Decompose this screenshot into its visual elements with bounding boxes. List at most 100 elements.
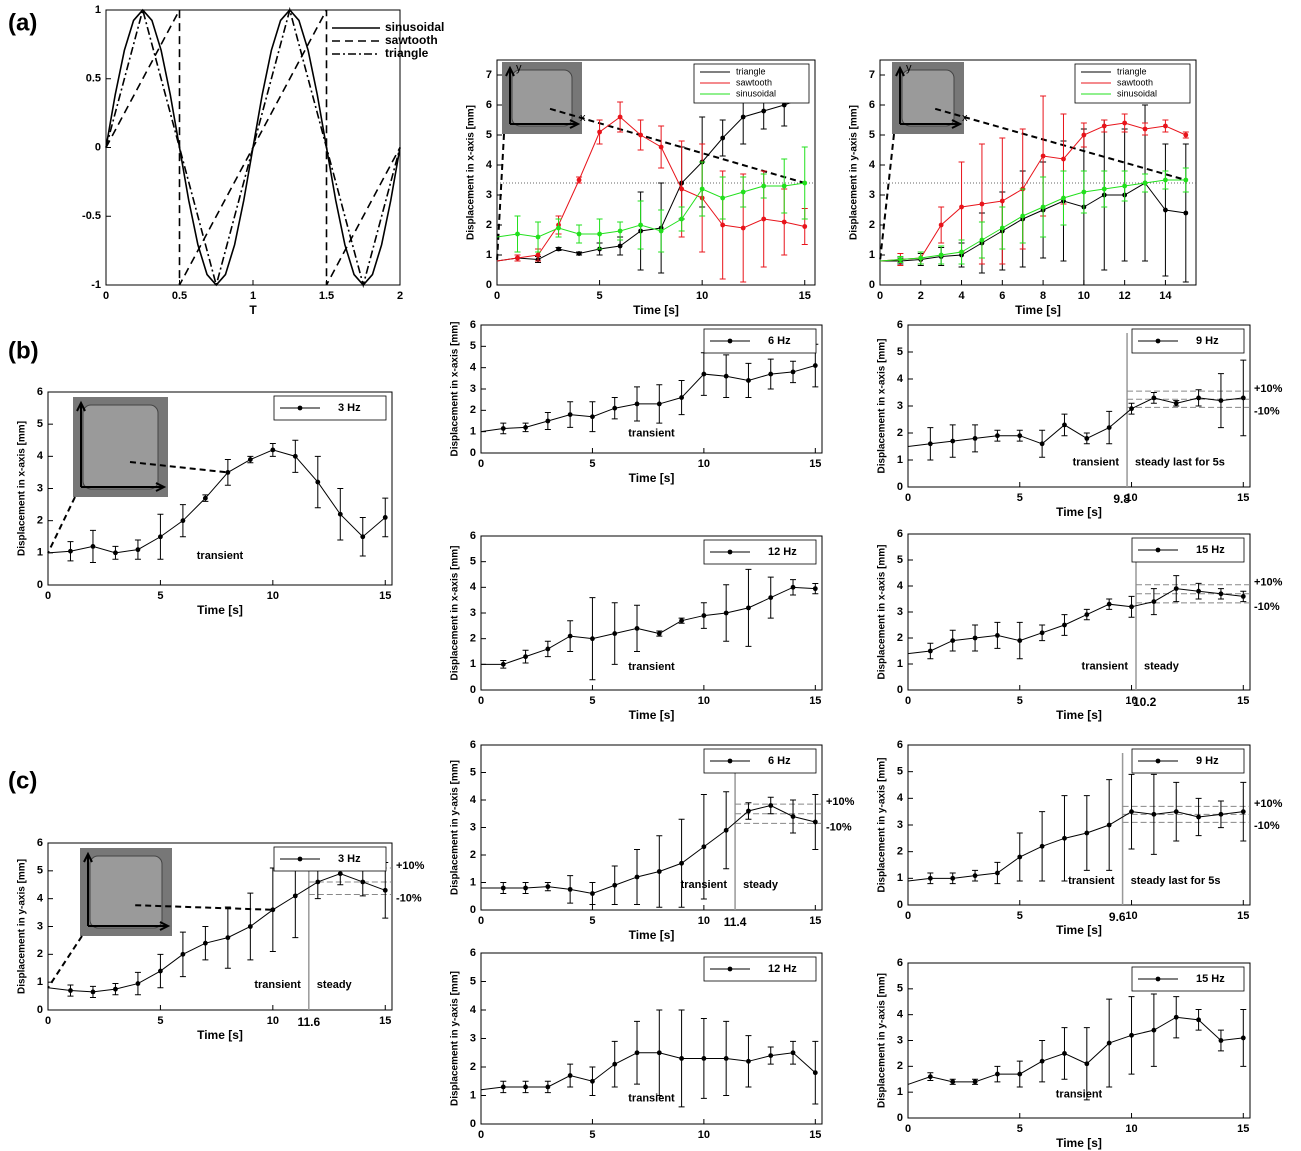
marker bbox=[724, 828, 729, 833]
marker bbox=[1219, 398, 1224, 403]
marker bbox=[1183, 211, 1188, 216]
band-label: +10% bbox=[1254, 798, 1283, 810]
marker bbox=[501, 426, 506, 431]
inset-pointer bbox=[550, 109, 805, 183]
y-tick-label: 4 bbox=[470, 794, 477, 806]
marker bbox=[536, 253, 541, 258]
x-axis-label: Time [s] bbox=[629, 928, 675, 942]
x-tick-label: 10 bbox=[1125, 1123, 1137, 1135]
marker bbox=[568, 887, 573, 892]
marker bbox=[802, 224, 807, 229]
marker bbox=[928, 649, 933, 654]
marker bbox=[1241, 396, 1246, 401]
marker bbox=[1122, 184, 1127, 189]
annotation: transient bbox=[1082, 661, 1129, 673]
transition-label: 11.4 bbox=[724, 915, 747, 929]
marker bbox=[360, 534, 365, 539]
marker bbox=[568, 412, 573, 417]
y-tick-label: 4 bbox=[37, 893, 44, 905]
marker bbox=[1041, 205, 1046, 210]
legend-label: 3 Hz bbox=[338, 853, 361, 865]
y-tick-label: 6 bbox=[37, 386, 43, 398]
band-label: +10% bbox=[396, 860, 425, 872]
series-line bbox=[481, 587, 815, 664]
x-tick-label: 0 bbox=[478, 458, 484, 470]
marker bbox=[768, 372, 773, 377]
annotation: transient bbox=[1068, 875, 1115, 887]
y-tick-label: 1 bbox=[486, 249, 492, 261]
inset-pointer bbox=[880, 134, 894, 261]
marker bbox=[270, 907, 275, 912]
series-line bbox=[908, 398, 1243, 447]
inset-object bbox=[512, 70, 572, 126]
x-tick-label: 1 bbox=[250, 290, 256, 302]
marker bbox=[536, 235, 541, 240]
y-tick-label: 5 bbox=[37, 418, 43, 430]
marker bbox=[315, 480, 320, 485]
y-tick-label: 1 bbox=[470, 658, 476, 670]
x-tick-label: 15 bbox=[1237, 910, 1249, 922]
marker bbox=[1040, 441, 1045, 446]
marker bbox=[577, 232, 582, 237]
x-tick-label: 0 bbox=[478, 915, 484, 927]
x-tick-label: 10 bbox=[698, 1129, 710, 1141]
y-tick-label: 0 bbox=[470, 684, 476, 696]
y-tick-label: 2 bbox=[897, 846, 903, 858]
marker bbox=[1061, 196, 1066, 201]
y-tick-label: 4 bbox=[897, 1009, 904, 1021]
legend-label: triangle bbox=[385, 46, 429, 60]
y-tick-label: 7 bbox=[869, 69, 875, 81]
x-axis-label: T bbox=[249, 303, 257, 317]
y-tick-label: 1 bbox=[470, 1089, 476, 1101]
marker bbox=[203, 496, 208, 501]
inset-object bbox=[902, 70, 954, 126]
legend-marker bbox=[298, 857, 303, 862]
series-line bbox=[908, 812, 1243, 881]
marker bbox=[973, 873, 978, 878]
x-tick-label: 0 bbox=[478, 1129, 484, 1141]
marker bbox=[501, 886, 506, 891]
marker bbox=[383, 888, 388, 893]
legend-label: 15 Hz bbox=[1196, 973, 1225, 985]
marker bbox=[950, 1079, 955, 1084]
y-tick-label: 5 bbox=[37, 865, 43, 877]
y-tick-label: 3 bbox=[470, 383, 476, 395]
x-tick-label: 15 bbox=[379, 1015, 391, 1027]
marker bbox=[556, 226, 561, 231]
marker bbox=[761, 184, 766, 189]
marker bbox=[1219, 1038, 1224, 1043]
marker bbox=[635, 1050, 640, 1055]
x-tick-label: 0 bbox=[905, 910, 911, 922]
annotation: steady bbox=[317, 979, 353, 991]
y-tick-label: 5 bbox=[486, 129, 492, 141]
y-tick-label: 6 bbox=[869, 99, 875, 111]
y-axis-label: Displacement in y-axis [mm] bbox=[877, 973, 888, 1108]
inset-pointer bbox=[935, 109, 1186, 180]
legend-label: sawtooth bbox=[1117, 77, 1153, 87]
band-label: -10% bbox=[826, 821, 852, 833]
x-tick-label: 5 bbox=[589, 1129, 595, 1141]
x-tick-label: 5 bbox=[1017, 910, 1023, 922]
marker bbox=[928, 441, 933, 446]
series-line bbox=[908, 589, 1243, 654]
marker bbox=[1143, 181, 1148, 186]
band-label: +10% bbox=[1254, 383, 1283, 395]
marker bbox=[761, 109, 766, 114]
x-tick-label: 0 bbox=[877, 290, 883, 302]
marker bbox=[959, 205, 964, 210]
band-label: +10% bbox=[1254, 577, 1283, 589]
y-axis-label: Displacement in y-axis [mm] bbox=[17, 859, 28, 994]
marker bbox=[768, 595, 773, 600]
x-tick-label: 2 bbox=[918, 290, 924, 302]
marker bbox=[950, 638, 955, 643]
marker bbox=[597, 130, 602, 135]
x-tick-label: 0 bbox=[478, 695, 484, 707]
y-tick-label: 6 bbox=[897, 957, 903, 969]
legend-marker bbox=[298, 406, 303, 411]
marker bbox=[315, 880, 320, 885]
series-line bbox=[497, 183, 805, 237]
marker bbox=[360, 880, 365, 885]
y-tick-label: 2 bbox=[897, 632, 903, 644]
y-tick-label: 1 bbox=[869, 249, 875, 261]
marker bbox=[590, 891, 595, 896]
